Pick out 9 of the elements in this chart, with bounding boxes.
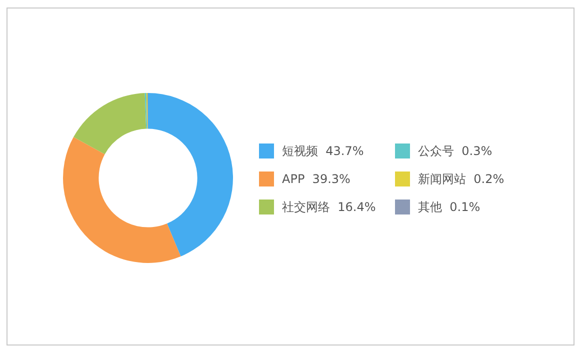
legend-label: 其他 0.1% xyxy=(418,200,480,214)
donut-slice xyxy=(63,137,181,263)
legend-label: 短视频 43.7% xyxy=(282,144,364,158)
donut-slice xyxy=(74,93,146,154)
legend-label: APP 39.3% xyxy=(282,172,350,186)
legend-label: 公众号 0.3% xyxy=(418,144,492,158)
legend-label: 新闻网站 0.2% xyxy=(418,172,504,186)
legend-label: 社交网络 16.4% xyxy=(282,200,376,214)
donut-slice xyxy=(148,93,233,256)
